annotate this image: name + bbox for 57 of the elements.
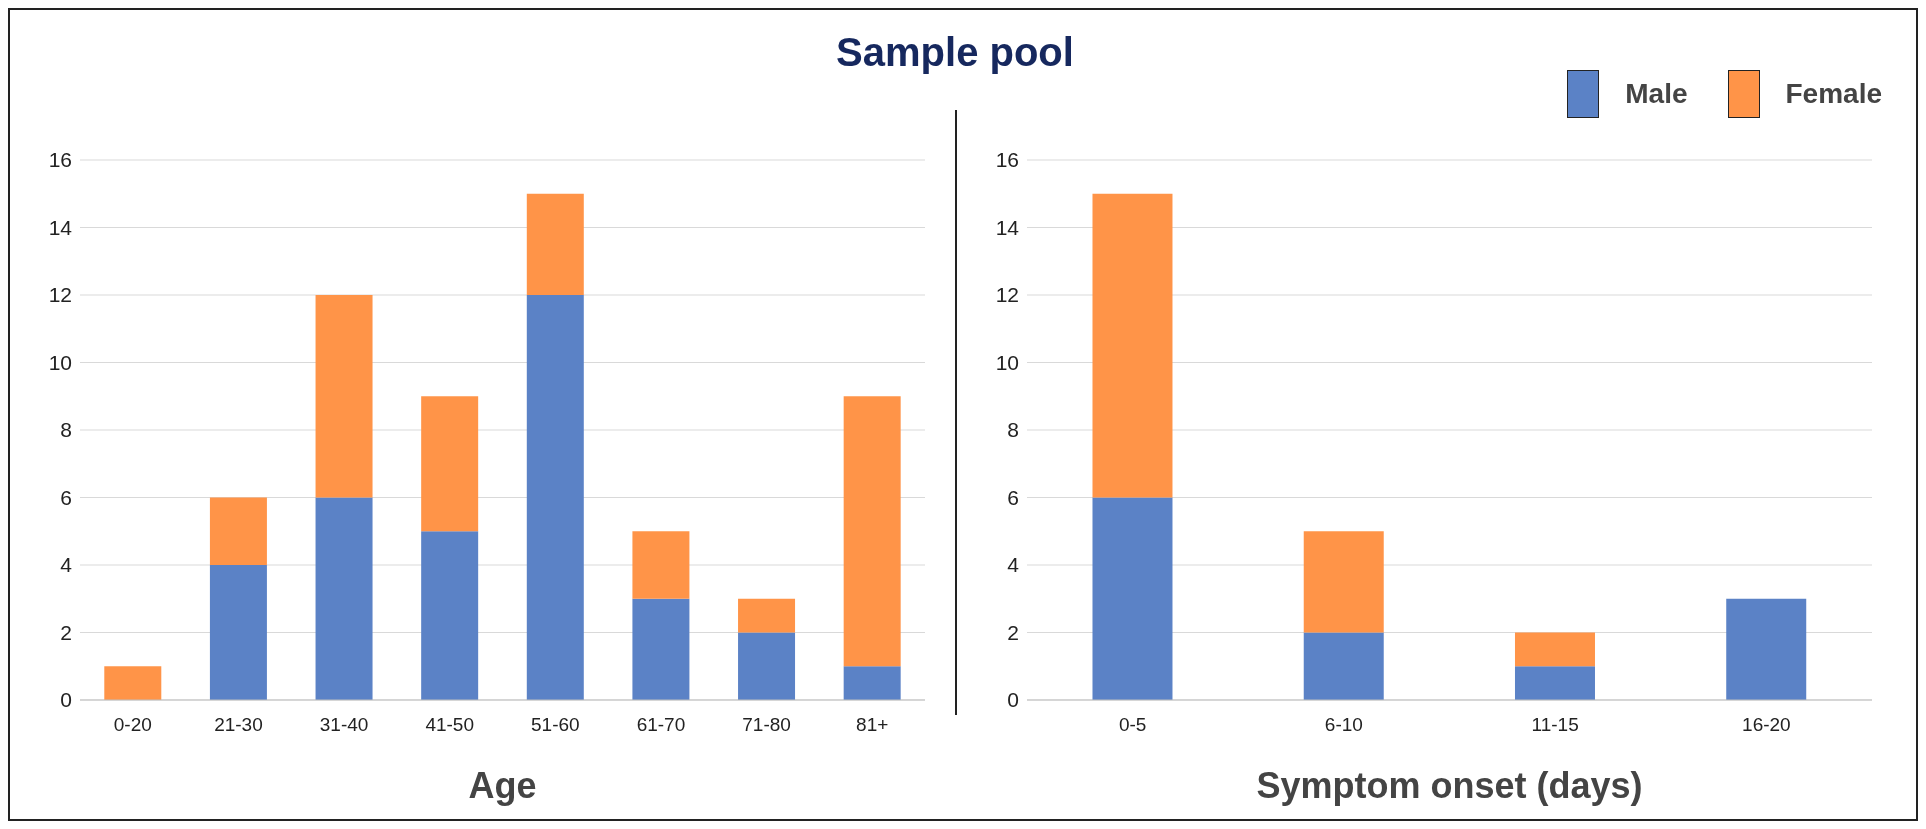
bar	[1514, 632, 1595, 667]
bar	[421, 396, 479, 532]
bar	[632, 531, 690, 599]
y-tick-label: 0	[1007, 688, 1019, 712]
bar	[738, 632, 796, 700]
chart-title: Sample pool	[836, 30, 1074, 75]
bar	[843, 666, 901, 700]
bar	[1514, 666, 1595, 700]
y-tick-label: 14	[995, 215, 1020, 239]
x-tick-label: 11-15	[1531, 714, 1579, 736]
y-tick-label: 16	[995, 148, 1019, 172]
bar	[209, 565, 267, 700]
bar	[1092, 193, 1173, 498]
x-tick-label: 61-70	[636, 714, 686, 736]
y-tick-label: 12	[48, 283, 72, 307]
bar	[738, 598, 796, 633]
x-tick-label: 0-5	[1118, 714, 1147, 736]
bar	[1726, 598, 1807, 700]
x-axis-title: Age	[467, 765, 538, 807]
y-tick-label: 6	[60, 485, 72, 509]
bar	[1303, 632, 1384, 700]
bar	[421, 531, 479, 700]
bar	[1303, 531, 1384, 633]
y-tick-label: 2	[60, 620, 72, 644]
legend-label: Female	[1785, 78, 1882, 110]
bar	[1092, 497, 1173, 700]
x-axis-title: Symptom onset (days)	[1255, 765, 1644, 807]
y-tick-label: 12	[995, 283, 1019, 307]
y-tick-label: 10	[48, 350, 72, 374]
bar	[315, 497, 373, 700]
x-tick-label: 71-80	[742, 714, 791, 736]
x-tick-label: 31-40	[319, 714, 369, 736]
y-tick-label: 14	[48, 215, 73, 239]
y-tick-label: 10	[995, 350, 1019, 374]
bar	[632, 598, 690, 700]
legend-label: Male	[1625, 78, 1688, 110]
y-tick-label: 16	[48, 148, 72, 172]
x-tick-label: 41-50	[425, 714, 474, 736]
x-tick-label: 0-20	[113, 714, 152, 736]
bar	[104, 666, 162, 700]
y-tick-label: 2	[1007, 620, 1019, 644]
y-tick-label: 8	[1007, 418, 1019, 442]
y-tick-label: 4	[60, 553, 73, 577]
x-tick-label: 51-60	[531, 714, 580, 736]
y-tick-label: 0	[60, 688, 72, 712]
y-tick-label: 4	[1007, 553, 1020, 577]
y-tick-label: 6	[1007, 485, 1019, 509]
x-tick-label: 6-10	[1324, 714, 1363, 736]
x-tick-label: 21-30	[214, 714, 263, 736]
bar	[843, 396, 901, 667]
x-tick-label: 81+	[856, 714, 889, 736]
bar	[526, 295, 584, 700]
bar	[526, 193, 584, 295]
bar	[315, 295, 373, 498]
bar	[209, 497, 267, 565]
y-tick-label: 8	[60, 418, 72, 442]
x-tick-label: 16-20	[1742, 714, 1791, 736]
